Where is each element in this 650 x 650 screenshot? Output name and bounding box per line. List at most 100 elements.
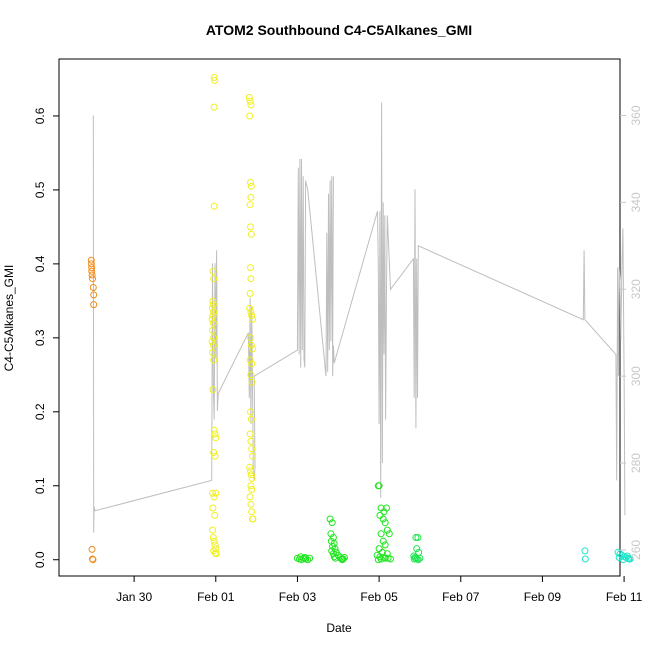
- data-point: [339, 555, 347, 563]
- data-point: [248, 312, 256, 320]
- data-point: [246, 356, 254, 364]
- data-point: [375, 482, 383, 490]
- data-point: [90, 301, 98, 309]
- data-point: [248, 360, 256, 368]
- data-point: [340, 554, 348, 561]
- data-point: [383, 504, 390, 512]
- data-point: [247, 334, 254, 342]
- y-tick-label: 0.4: [33, 255, 47, 272]
- chart-title: ATOM2 Southbound C4-C5Alkanes_GMI: [206, 22, 472, 38]
- data-point: [209, 267, 217, 275]
- data-point: [212, 545, 220, 553]
- data-point: [88, 264, 96, 272]
- data-point: [246, 290, 254, 297]
- data-point: [301, 554, 309, 561]
- y2-tick-label: 260: [629, 540, 643, 560]
- data-point: [246, 201, 254, 209]
- data-point: [247, 275, 255, 283]
- data-point: [247, 437, 255, 445]
- data-point: [377, 555, 385, 563]
- data-point: [306, 554, 314, 562]
- data-point: [89, 556, 97, 564]
- data-point: [246, 463, 254, 471]
- data-point: [210, 103, 218, 111]
- data-point: [246, 112, 254, 120]
- data-point: [383, 526, 391, 534]
- data-point: [615, 554, 623, 561]
- data-point: [247, 471, 255, 479]
- data-point: [249, 345, 256, 353]
- data-point: [414, 556, 422, 564]
- y-axis-label: C4-C5Alkanes_GMI: [2, 265, 16, 372]
- data-point: [87, 256, 95, 264]
- data-point: [210, 426, 218, 434]
- data-point: [209, 301, 217, 309]
- data-point: [375, 545, 383, 553]
- data-point: [248, 486, 256, 493]
- data-point: [387, 555, 394, 563]
- data-point: [328, 519, 336, 527]
- y-tick-label: 0.5: [33, 181, 47, 198]
- data-point: [210, 308, 218, 316]
- data-point: [212, 434, 220, 442]
- data-point: [247, 179, 254, 186]
- data-point: [329, 542, 337, 550]
- data-point: [209, 297, 217, 305]
- data-point: [412, 534, 420, 541]
- data-point: [297, 553, 305, 561]
- x-tick-label: Feb 01: [197, 590, 235, 604]
- data-point: [248, 474, 256, 482]
- data-point: [212, 489, 220, 497]
- x-tick-label: Feb 03: [279, 590, 317, 604]
- secondary-line-layer: [92, 102, 626, 533]
- data-point: [413, 555, 421, 563]
- data-point: [88, 267, 96, 275]
- data-point: [210, 74, 218, 81]
- x-tick-label: Jan 30: [116, 590, 152, 604]
- data-point: [210, 537, 218, 545]
- data-point: [209, 312, 217, 320]
- data-point: [247, 415, 255, 423]
- data-point: [89, 275, 96, 283]
- data-point: [625, 555, 633, 563]
- data-point: [209, 319, 217, 327]
- data-point: [210, 202, 218, 210]
- data-point: [247, 230, 255, 238]
- data-point: [210, 449, 218, 456]
- data-point: [210, 356, 218, 364]
- data-point: [248, 378, 256, 386]
- data-point: [246, 97, 254, 105]
- data-point: [88, 545, 96, 553]
- data-point: [209, 341, 217, 349]
- data-point: [414, 534, 422, 541]
- data-point: [208, 315, 216, 323]
- data-point: [381, 554, 389, 562]
- data-point: [581, 547, 589, 555]
- data-point: [209, 489, 216, 497]
- data-point: [581, 555, 589, 563]
- y2-tick-label: 360: [629, 105, 643, 125]
- x-tick-label: Feb 09: [524, 590, 562, 604]
- data-point: [87, 260, 95, 268]
- y2-tick-label: 340: [629, 192, 643, 212]
- data-point: [211, 511, 219, 519]
- data-point: [381, 541, 389, 549]
- data-point: [410, 555, 418, 563]
- data-point: [210, 334, 218, 342]
- data-point: [210, 275, 218, 283]
- data-point: [338, 556, 346, 564]
- data-point: [246, 430, 254, 438]
- data-point: [247, 500, 255, 508]
- y2-tick-label: 300: [629, 366, 643, 386]
- data-point: [247, 482, 255, 490]
- data-point: [413, 545, 421, 553]
- data-point: [379, 537, 387, 545]
- data-point: [209, 504, 217, 512]
- y-tick-label: 0.3: [33, 329, 47, 346]
- y2-tick-label: 280: [629, 453, 643, 473]
- data-point: [247, 408, 254, 416]
- data-point: [209, 534, 217, 541]
- data-point: [248, 445, 256, 453]
- data-point: [247, 371, 255, 379]
